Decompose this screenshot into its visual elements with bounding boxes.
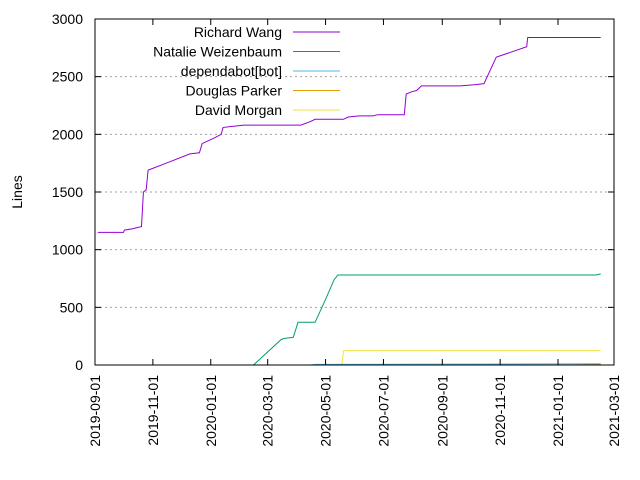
legend-label: Richard Wang <box>194 24 282 40</box>
y-axis-ticks: 0 500 1000 1500 2000 2500 3000 <box>52 11 614 373</box>
series-layer <box>97 37 601 366</box>
x-tick-label: 2020-05-01 <box>318 375 334 447</box>
legend-label: Natalie Weizenbaum <box>153 44 282 60</box>
x-tick-label: 2019-09-01 <box>87 375 103 447</box>
y-tick-label: 1000 <box>52 242 83 258</box>
series-line <box>334 350 601 366</box>
x-tick-label: 2020-01-01 <box>203 375 219 447</box>
legend-label: dependabot[bot] <box>181 63 282 79</box>
y-tick-label: 0 <box>75 357 83 373</box>
legend: Richard Wang Natalie Weizenbaum dependabot… <box>153 24 340 118</box>
y-tick-label: 1500 <box>52 184 83 200</box>
x-tick-label: 2021-01-01 <box>550 375 566 447</box>
y-tick-label: 3000 <box>52 11 83 27</box>
y-axis-label: Lines <box>9 175 25 208</box>
y-tick-label: 500 <box>60 299 84 315</box>
series-line <box>253 273 601 366</box>
legend-label: David Morgan <box>195 102 282 118</box>
y-tick-label: 2000 <box>52 126 83 142</box>
y-tick-label: 2500 <box>52 69 83 85</box>
x-tick-label: 2021-03-01 <box>606 375 622 447</box>
x-tick-label: 2020-09-01 <box>434 375 450 447</box>
x-tick-label: 2020-03-01 <box>260 375 276 447</box>
series-line <box>97 37 601 233</box>
x-axis-ticks: 2019-09-01 2019-11-01 2020-01-01 2020-03-01… <box>87 19 622 447</box>
grid-layer <box>95 76 614 308</box>
x-tick-label: 2020-11-01 <box>492 375 508 446</box>
legend-label: Douglas Parker <box>186 83 283 99</box>
x-tick-label: 2020-07-01 <box>375 375 391 447</box>
x-tick-label: 2019-11-01 <box>145 375 161 446</box>
